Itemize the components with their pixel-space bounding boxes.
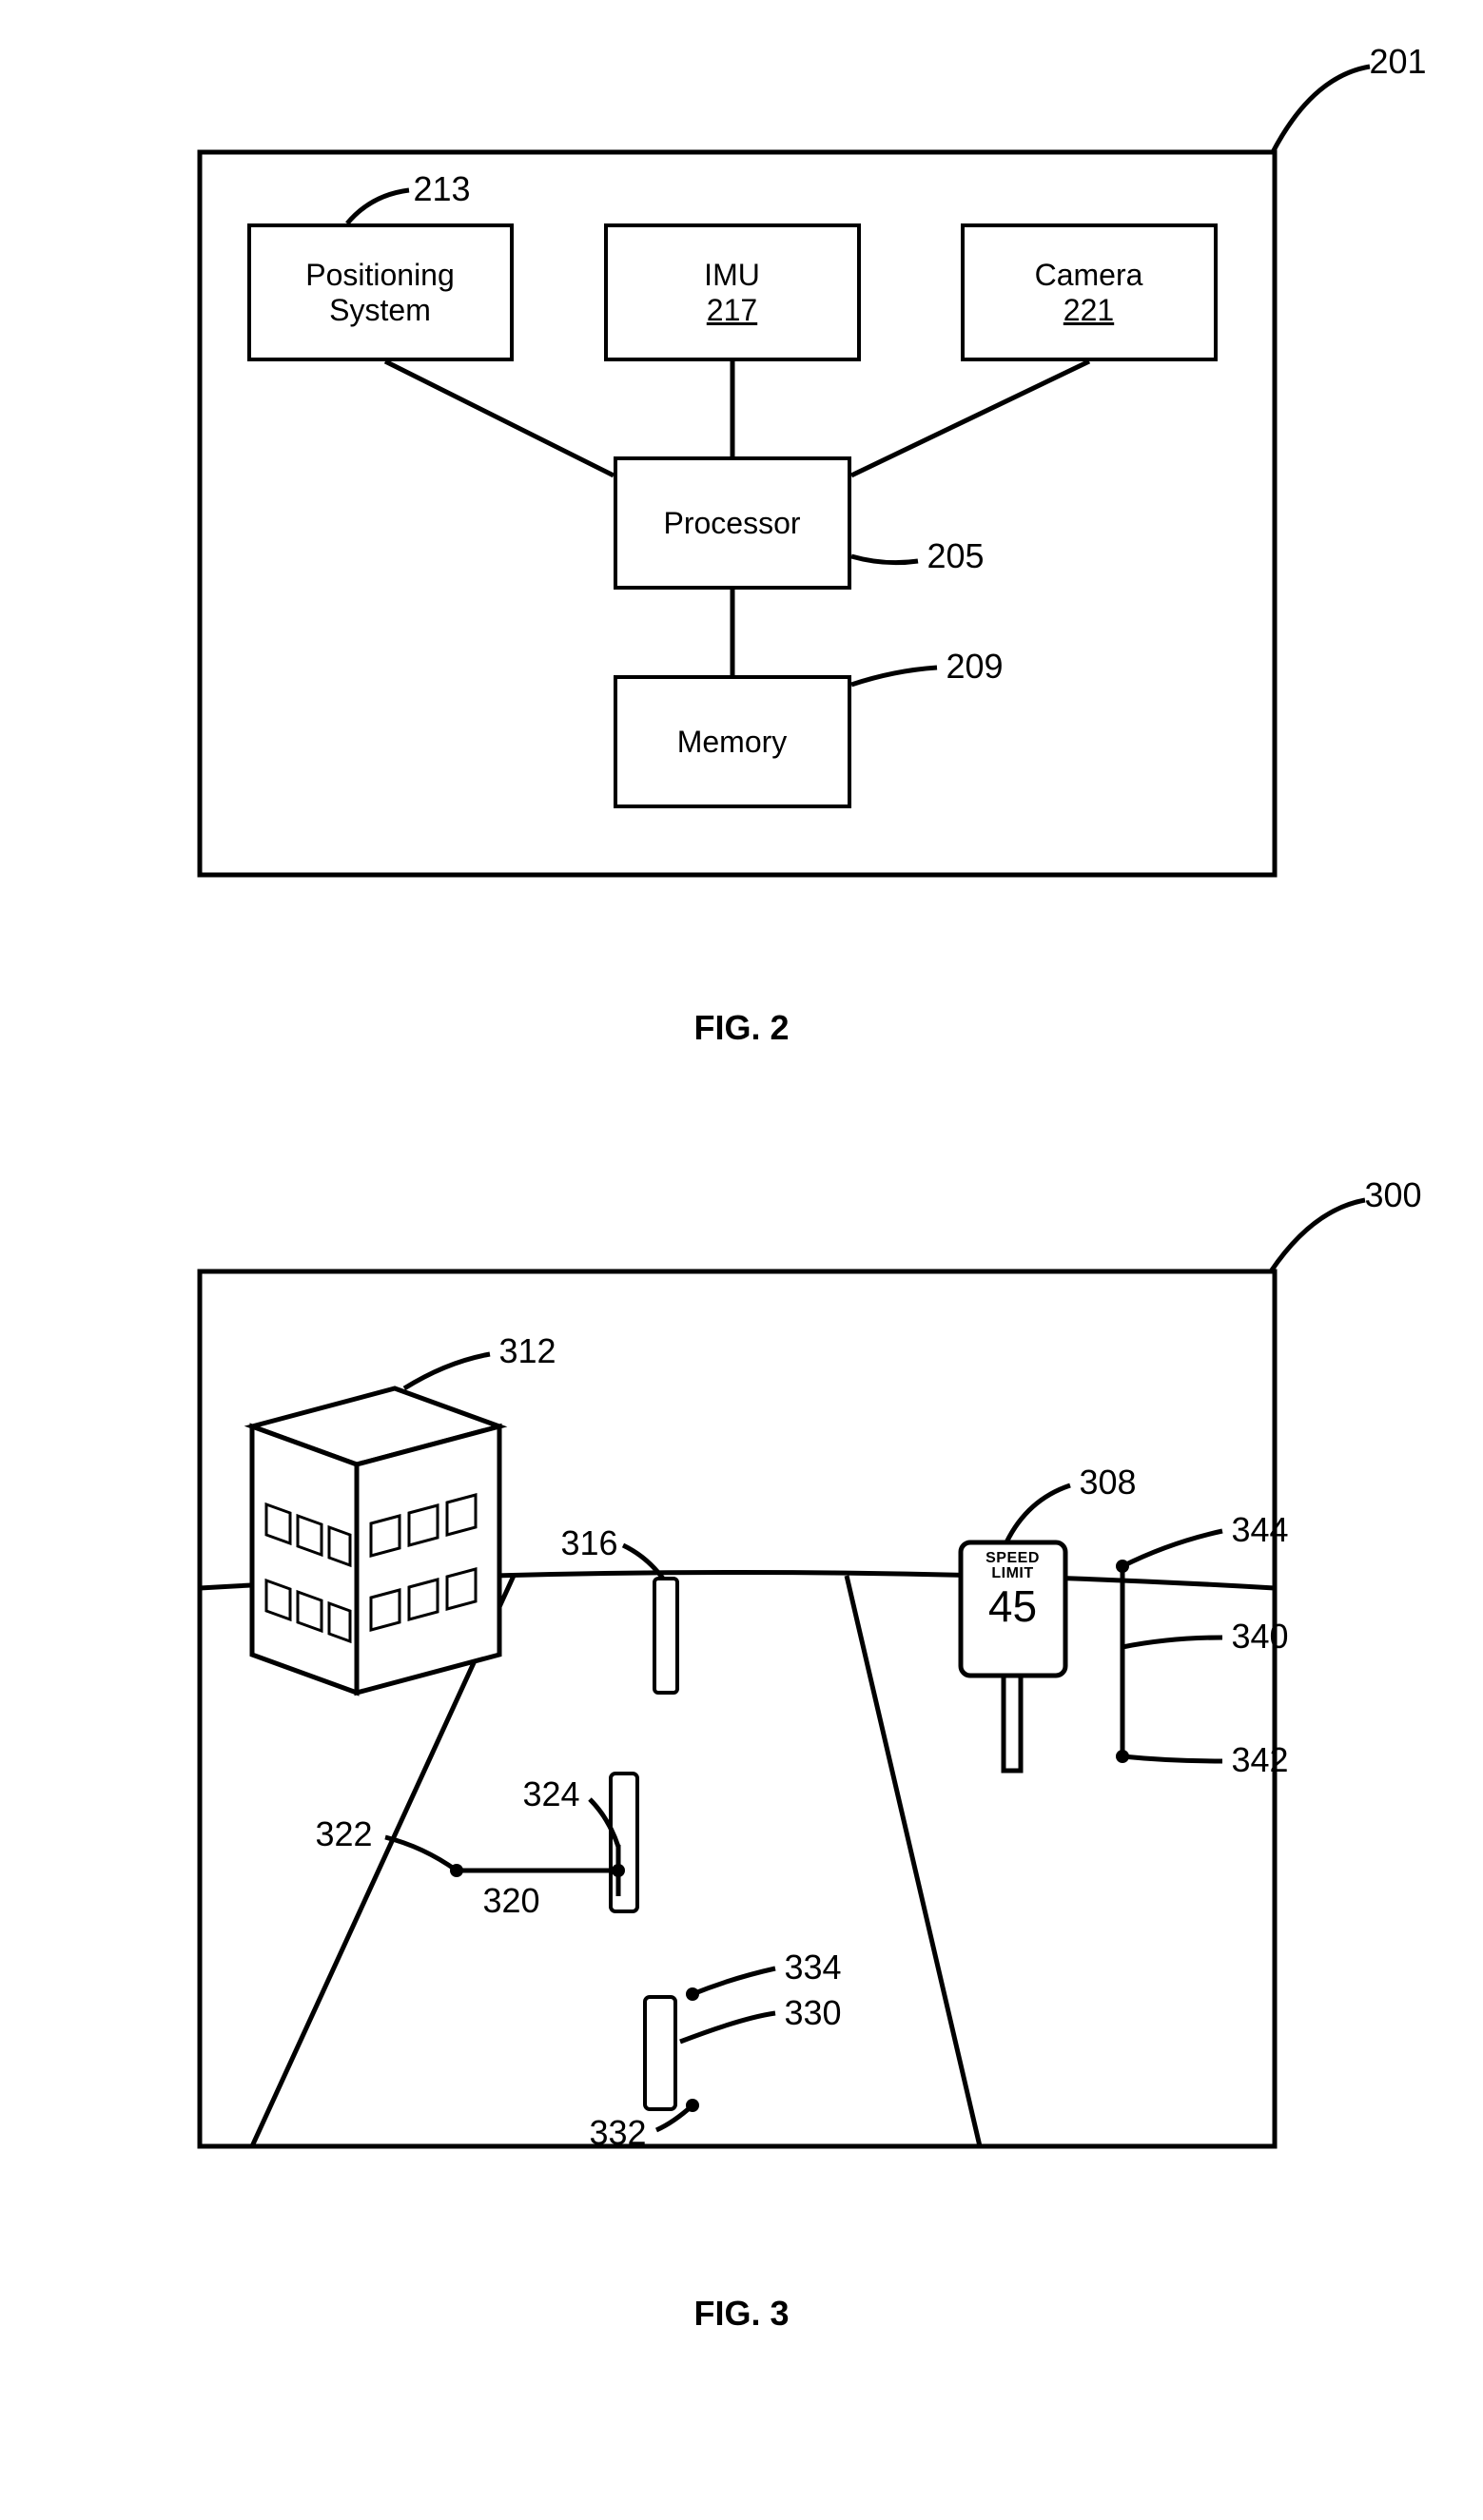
- ref-308: 308: [1080, 1463, 1137, 1502]
- speed-limit-sign-text: SPEED LIMIT 45: [961, 1550, 1065, 1628]
- figure-2: 201 Positioning System 213 IMU 217 Camer…: [76, 38, 1408, 894]
- ref-334: 334: [785, 1948, 842, 1987]
- ref-340: 340: [1232, 1617, 1289, 1657]
- processor-label: Processor: [663, 506, 800, 541]
- block-processor: Processor: [614, 456, 851, 590]
- block-positioning-system: Positioning System: [247, 223, 514, 361]
- imu-num: 217: [707, 293, 757, 328]
- figure-3: SPEED LIMIT 45 300 312 308 344 340 342 3…: [76, 1181, 1408, 2180]
- ref-209: 209: [946, 647, 1004, 687]
- sign-line2: LIMIT: [961, 1565, 1065, 1582]
- ref-342: 342: [1232, 1740, 1289, 1780]
- ref-201: 201: [1370, 42, 1427, 82]
- ref-205: 205: [927, 536, 985, 576]
- memory-label: Memory: [677, 725, 788, 760]
- ref-300: 300: [1365, 1175, 1422, 1215]
- ref-344: 344: [1232, 1510, 1289, 1550]
- block-memory: Memory: [614, 675, 851, 808]
- ref-332: 332: [590, 2113, 647, 2153]
- fig3-svg: [76, 1181, 1408, 2180]
- imu-label: IMU: [704, 258, 760, 293]
- sign-num: 45: [961, 1584, 1065, 1628]
- ref-316: 316: [561, 1523, 618, 1563]
- positioning-label-2: System: [329, 293, 431, 328]
- ref-312: 312: [499, 1331, 556, 1371]
- ref-213: 213: [414, 169, 471, 209]
- fig2-caption: FIG. 2: [38, 1008, 1445, 1048]
- camera-num: 221: [1063, 293, 1114, 328]
- ref-320: 320: [483, 1881, 540, 1921]
- ref-324: 324: [523, 1774, 580, 1814]
- fig3-caption: FIG. 3: [38, 2294, 1445, 2334]
- block-imu: IMU 217: [604, 223, 861, 361]
- ref-322: 322: [316, 1814, 373, 1854]
- camera-label: Camera: [1035, 258, 1143, 293]
- ref-330: 330: [785, 1993, 842, 2033]
- positioning-label-1: Positioning: [305, 258, 455, 293]
- block-camera: Camera 221: [961, 223, 1218, 361]
